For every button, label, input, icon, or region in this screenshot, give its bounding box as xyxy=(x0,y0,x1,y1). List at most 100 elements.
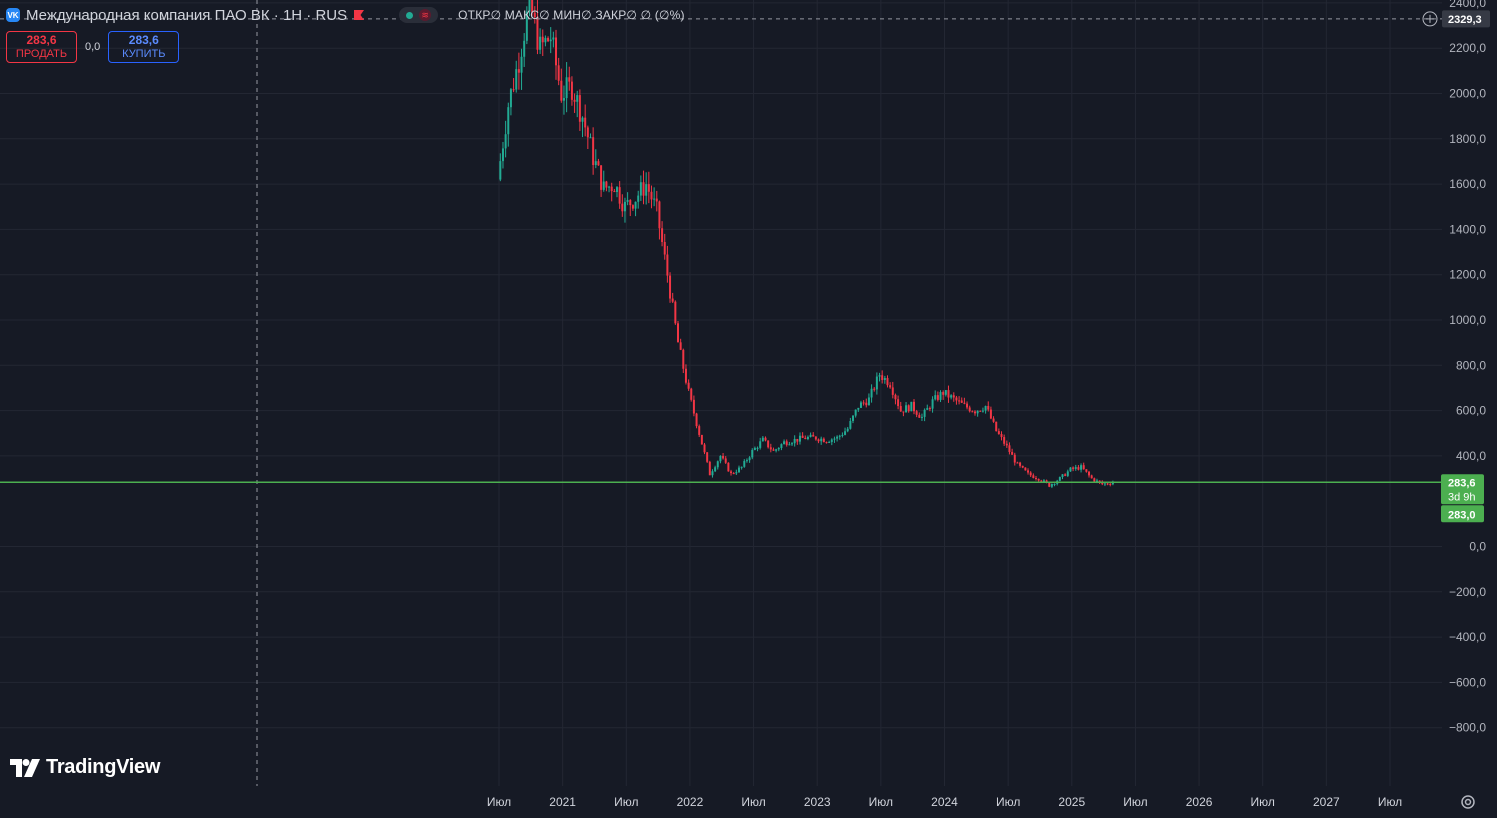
candle xyxy=(854,409,857,418)
price-tick-label: 1800,0 xyxy=(1449,132,1486,146)
price-tick-label: 0,0 xyxy=(1469,540,1486,554)
candle xyxy=(1064,473,1067,477)
candle xyxy=(1085,469,1088,473)
sell-button[interactable]: 283,6 ПРОДАТЬ xyxy=(6,31,77,63)
candle xyxy=(791,442,794,446)
tradingview-logo[interactable]: TradingView xyxy=(10,756,160,779)
candle xyxy=(1024,467,1027,471)
candle xyxy=(716,460,719,470)
candle xyxy=(857,407,860,412)
candle xyxy=(626,192,629,206)
candle xyxy=(936,391,939,402)
crosshair-plus-icon[interactable] xyxy=(1422,11,1438,27)
candle xyxy=(1003,434,1006,446)
time-tick-label: 2022 xyxy=(677,795,704,809)
time-tick-label: 2023 xyxy=(804,795,831,809)
buy-button[interactable]: 283,6 КУПИТЬ xyxy=(108,31,180,63)
candle xyxy=(1077,465,1080,471)
time-tick-label: 2026 xyxy=(1186,795,1213,809)
candle xyxy=(809,432,812,438)
flag-icon[interactable] xyxy=(353,9,365,21)
candle xyxy=(777,447,780,452)
candle xyxy=(844,427,847,436)
price-tick-label: 800,0 xyxy=(1456,358,1486,372)
candle xyxy=(862,400,865,406)
spread-value: 0,0 xyxy=(85,41,101,53)
time-tick-label: Июл xyxy=(869,795,893,809)
candle xyxy=(881,370,884,384)
candle xyxy=(952,392,955,402)
time-tick-label: Июл xyxy=(1123,795,1147,809)
market-status-pill[interactable]: ≋ xyxy=(399,7,439,23)
candle xyxy=(801,432,804,438)
candle xyxy=(1066,469,1069,478)
time-tick-label: Июл xyxy=(487,795,511,809)
candle xyxy=(565,62,568,113)
candle xyxy=(539,28,542,54)
candle xyxy=(761,436,764,442)
candle xyxy=(902,411,905,417)
settings-gear-icon[interactable] xyxy=(1460,794,1476,810)
market-open-dot-icon xyxy=(406,11,414,19)
candle xyxy=(830,438,833,446)
candle xyxy=(852,415,855,424)
candle xyxy=(958,396,961,405)
candle xyxy=(698,424,701,438)
candle xyxy=(981,407,984,413)
crosshair-price-label: 2329,3 xyxy=(1442,10,1490,28)
time-axis[interactable]: Июл 2021 Июл 2022 Июл 2023 Июл 2024 Июл 2025 Июл 20… xyxy=(487,795,1402,809)
buy-price: 283,6 xyxy=(128,33,159,47)
candle xyxy=(889,382,892,389)
candle xyxy=(822,437,825,443)
candle xyxy=(772,447,775,451)
candle xyxy=(833,436,836,443)
candle xyxy=(637,190,640,209)
candle xyxy=(573,93,576,113)
candle xyxy=(666,245,669,283)
candle xyxy=(915,409,918,418)
candle xyxy=(1000,431,1003,441)
candle xyxy=(512,77,515,93)
candle xyxy=(897,395,900,410)
candle xyxy=(1029,471,1032,478)
candle xyxy=(732,472,735,475)
candle xyxy=(597,158,600,166)
candle xyxy=(602,170,605,192)
candle xyxy=(589,133,592,139)
price-tick-label: −600,0 xyxy=(1449,675,1486,689)
candle xyxy=(605,180,608,192)
candle xyxy=(679,338,682,351)
candle xyxy=(899,401,902,412)
candle xyxy=(639,175,642,201)
candle xyxy=(759,437,762,450)
candle xyxy=(1061,474,1064,480)
time-tick-label: Июл xyxy=(614,795,638,809)
candle xyxy=(645,172,648,205)
candle xyxy=(793,435,796,447)
candle xyxy=(989,406,992,420)
candle xyxy=(594,149,597,169)
candle xyxy=(783,439,786,445)
candle xyxy=(987,401,990,412)
candle xyxy=(748,456,751,463)
candle xyxy=(769,443,772,453)
time-tick-label: 2024 xyxy=(931,795,958,809)
last-price-label: 283,6 3d 9h 283,0 xyxy=(1441,474,1484,523)
grid xyxy=(0,0,1442,786)
candle xyxy=(634,201,637,217)
candle xyxy=(1069,467,1072,472)
candle xyxy=(547,36,550,43)
candle xyxy=(676,321,679,343)
candle xyxy=(722,453,725,460)
candle xyxy=(1034,475,1037,481)
vk-logo-icon[interactable]: VK xyxy=(6,8,20,22)
candle xyxy=(695,412,698,429)
candle xyxy=(825,441,828,444)
symbol-title[interactable]: Международная компания ПАО ВК · 1Н · RUS xyxy=(26,6,348,24)
price-axis[interactable]: 2600,02400,02200,02000,01800,01600,01400… xyxy=(1449,0,1486,735)
candle xyxy=(557,57,560,86)
candle xyxy=(859,400,862,409)
candle xyxy=(992,416,995,423)
candle xyxy=(950,394,953,400)
